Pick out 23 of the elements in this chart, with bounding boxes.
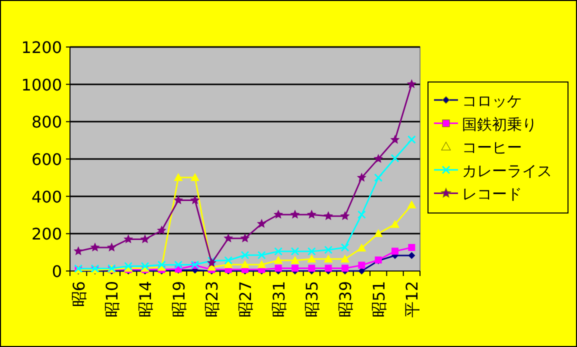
x-tick-label: 昭31 — [269, 281, 288, 318]
x-tick-label: 昭14 — [136, 281, 155, 318]
x-tick-label: 昭51 — [369, 281, 388, 318]
legend-label: 国鉄初乗り — [462, 115, 537, 134]
x-tick-label: 昭23 — [202, 281, 222, 318]
x-tick-label: 昭19 — [169, 281, 188, 318]
y-tick-label: 1200 — [21, 38, 62, 57]
y-tick-label: 400 — [31, 187, 62, 206]
x-tick-label: 昭10 — [102, 281, 122, 318]
legend-label: カレーライス — [462, 162, 552, 180]
y-tick-label: 600 — [31, 150, 62, 169]
legend-label: コロッケ — [462, 92, 522, 110]
legend-label: レコード — [462, 185, 522, 204]
x-tick-label: 昭35 — [302, 281, 322, 318]
y-tick-label: 200 — [31, 224, 62, 244]
x-tick-label: 平12 — [402, 281, 422, 318]
y-tick-label: 800 — [31, 112, 62, 132]
legend-label: コーヒー — [462, 138, 522, 157]
x-tick-label: 昭27 — [236, 281, 255, 318]
x-tick-label: 昭39 — [336, 281, 355, 318]
y-tick-label: 0 — [52, 262, 62, 281]
x-tick-label: 昭6 — [69, 281, 88, 308]
y-tick-label: 1000 — [21, 75, 62, 94]
